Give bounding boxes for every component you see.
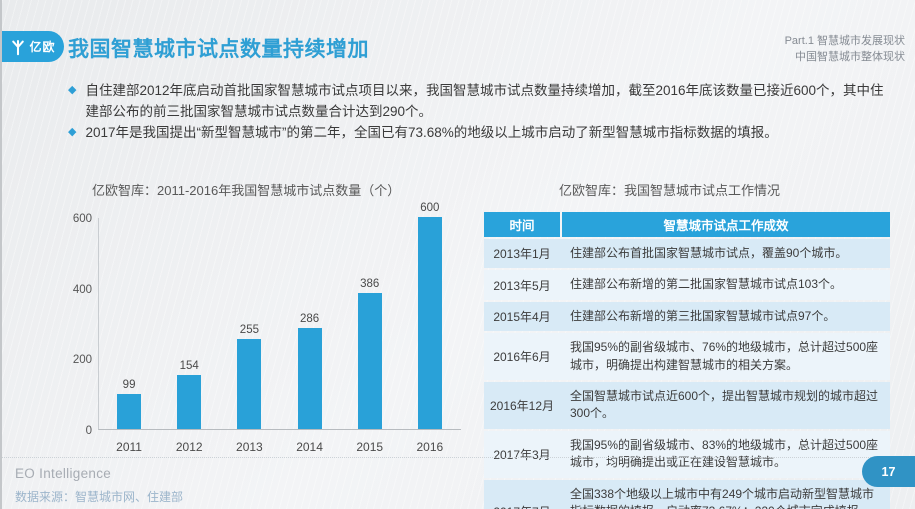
table-cell-time: 2013年1月 [493,247,551,262]
bar-data-label: 99 [122,379,136,391]
table-cell-time: 2016年6月 [493,350,551,365]
bar [417,217,442,429]
table-cell-time: 2017年3月 [493,447,551,462]
x-tick-label: 2016 [416,440,444,454]
part-breadcrumb: Part.1 智慧城市发展现状 中国智慧城市整体现状 [785,34,905,66]
diamond-bullet-icon: ◆ [68,84,77,96]
table-cell-desc: 全国智慧城市试点近600个，提出智慧城市规划的城市超过300个。 [570,388,879,421]
y-tick-label: 600 [72,213,92,225]
table-cell-desc: 住建部公布新增的第二批国家智慧城市试点103个。 [570,277,843,292]
x-tick-label: 2014 [296,440,323,454]
bullet-item: ◆ 自住建部2012年底启动首批国家智慧城市试点项目以来，我国智慧城市试点数量持… [68,80,892,123]
chart-bars: 99 154 255 286 386 600 [99,202,460,429]
table-row: 2016年6月 我国95%的副省级城市、76%的地级城市，总计超过500座城市，明… [484,333,890,380]
part-line-1: Part.1 智慧城市发展现状 [784,35,905,47]
table-row: 2017年7月全国338个地级以上城市中有249个城市启动新型智慧城市指标数据的… [484,479,890,509]
eo-logo: 亿欧 [2,31,64,62]
bullet-item: ◆ 2017年是我国提出“新型智慧城市”的第二年，全国已有73.68%的地级以上… [68,122,892,143]
table-body: 2013年1月 住建部公布首批国家智慧城市试点，覆盖90个城市。 2013年5月 住建… [484,239,890,509]
page-title: 我国智慧城市试点数量持续增加 [68,38,369,61]
bar-data-label: 600 [420,202,440,214]
eo-logo-y-icon [12,39,25,55]
table-cell-time: 2015年4月 [493,309,551,324]
bar-group: 286 [288,313,332,429]
table-cell-time: 2017年7月 [484,480,560,509]
bar-group: 99 [107,379,151,429]
page-number: 17 [881,464,896,479]
bar [237,339,262,429]
bar [357,293,382,429]
bar-data-label: 255 [239,324,259,336]
footer-divider [2,457,915,458]
data-source-text: 数据来源：智慧城市网、住建部 [15,490,184,504]
part-line-2: 中国智慧城市整体现状 [795,50,905,63]
y-tick-label: 0 [85,425,92,437]
y-tick-label: 200 [72,354,92,367]
table-cell-desc: 住建部公布新增的第三批国家智慧城市试点97个。 [570,308,836,323]
x-axis: 2011 2012 2013 2014 2015 2016 [99,440,460,454]
chart-title: 亿欧智库：2011-2016年我国智慧城市试点数量（个） [92,183,401,198]
bullet-text: 2017年是我国提出“新型智慧城市”的第二年，全国已有73.68%的地级以上城市… [85,125,778,140]
table-cell-time: 2016年12月 [489,398,555,413]
table-cell-time: 2013年5月 [493,278,551,293]
table-row: 2015年4月 住建部公布新增的第三批国家智慧城市试点97个。 [484,301,890,332]
bar-group: 154 [167,360,211,429]
table-row: 2013年1月 住建部公布首批国家智慧城市试点，覆盖90个城市。 [484,239,890,269]
table-header-row: 时间 智慧城市试点工作成效 [484,212,890,237]
table-cell-desc: 我国95%的副省级城市、83%的地级城市，总计超过500座城市，均明确提出或正在… [570,437,879,470]
table-row: 2013年5月 住建部公布新增的第二批国家智慧城市试点103个。 [484,270,890,300]
bar-group: 386 [348,278,392,429]
bar-data-label: 286 [299,313,320,325]
x-tick-label: 2011 [116,440,142,454]
bar [297,328,322,429]
page-number-badge: 17 [862,456,915,487]
table-title: 亿欧智库：我国智慧城市试点工作情况 [559,183,781,198]
table-cell-desc: 住建部公布首批国家智慧城市试点，覆盖90个城市。 [570,246,848,260]
y-tick-label: 400 [72,283,92,296]
bar-group: 600 [408,202,452,429]
milestones-table: 时间 智慧城市试点工作成效 2013年1月 住建部公布首批国家智慧城市试点，覆盖9… [484,212,890,509]
table-row: 2016年12月 全国智慧城市试点近600个，提出智慧城市规划的城市超过300个。 [484,381,890,429]
table-cell-desc: 全国338个地级以上城市中有249个城市启动新型智慧城市指标数据的填报，启动率7… [570,486,875,509]
bar-data-label: 154 [179,360,199,372]
bullet-text: 自住建部2012年底启动首批国家智慧城市试点项目以来，我国智慧城市试点数量持续增… [85,83,884,120]
bar-data-label: 386 [360,278,380,290]
x-tick-label: 2012 [175,440,203,454]
bar [117,394,142,429]
x-tick-label: 2013 [236,440,263,454]
bar [177,375,202,429]
table-header-time: 时间 [484,212,560,237]
table-cell-desc: 我国95%的副省级城市、76%的地级城市，总计超过500座城市，明确提出构建智慧… [570,340,879,372]
diamond-bullet-icon: ◆ [68,126,77,138]
eo-logo-text: 亿欧 [29,40,56,54]
x-tick-label: 2015 [356,440,384,454]
bar-group: 255 [227,324,271,429]
chart-plot-area [98,218,461,430]
brand-text: EO Intelligence [15,466,112,481]
bar-chart: 99 154 255 286 386 600 2011 2012 2013 2014 2015 20… [64,202,467,456]
table-header-effect: 智慧城市试点工作成效 [562,212,890,237]
table-row: 2017年3月 我国95%的副省级城市、83%的地级城市，总计超过500座城市，均… [484,430,890,478]
